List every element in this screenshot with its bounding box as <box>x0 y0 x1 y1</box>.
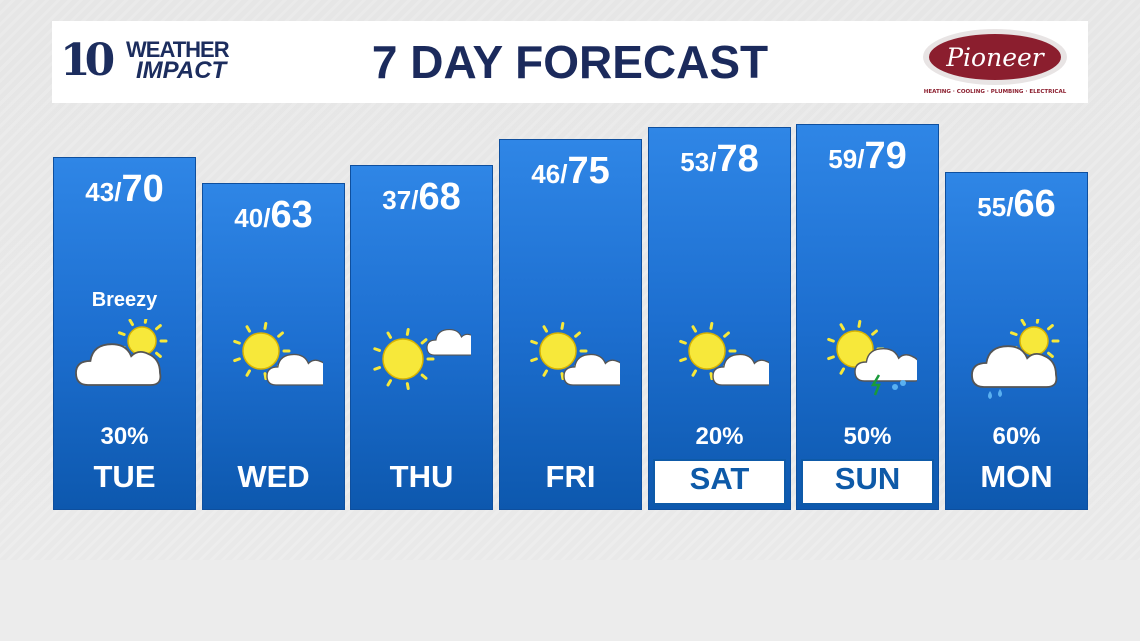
day-label: MON <box>980 459 1053 494</box>
thunderstorm-icon <box>827 319 917 396</box>
page-title: 7 DAY FORECAST <box>371 36 769 88</box>
mostly-sunny-icon <box>373 327 471 391</box>
temperature: 46/75 <box>531 150 610 192</box>
high-temp: 79 <box>864 135 907 177</box>
high-temp: 75 <box>567 150 610 192</box>
precip-chance: 20% <box>695 423 744 450</box>
day-label: SAT <box>653 459 786 505</box>
partly-sunny-icon <box>530 321 620 386</box>
partly-sunny-icon <box>233 321 323 386</box>
low-temp: 40 <box>234 203 264 233</box>
precip-chance: 50% <box>843 423 892 450</box>
high-temp: 68 <box>418 176 461 218</box>
logo-line2: IMPACT <box>136 57 227 84</box>
temperature: 43/70 <box>85 168 164 210</box>
high-temp: 78 <box>716 138 759 180</box>
high-temp: 66 <box>1013 183 1056 225</box>
forecast-day-sun: 59/79 50% SUN <box>796 124 939 510</box>
temperature: 53/78 <box>680 138 759 180</box>
low-temp: 53 <box>680 147 710 177</box>
sponsor-logo: Pioneer HEATING · COOLING · PLUMBING · E… <box>923 29 1067 95</box>
day-label: TUE <box>93 459 156 494</box>
logo-line1: WEATHER <box>126 37 230 62</box>
forecast-day-thu: 37/68 THU <box>350 165 493 510</box>
forecast-day-sat: 53/78 20% SAT <box>648 127 791 510</box>
rain-icon <box>971 319 1060 399</box>
low-temp: 55 <box>977 192 1007 222</box>
forecast-day-tue: 43/70 Breezy 30% TUE <box>53 157 196 510</box>
logo-number: 10 <box>60 35 115 86</box>
low-temp: 46 <box>531 159 561 189</box>
forecast-day-fri: 46/75 FRI <box>499 139 642 510</box>
high-temp: 63 <box>270 194 313 236</box>
day-label: SUN <box>801 459 934 505</box>
temperature: 37/68 <box>382 176 461 218</box>
temperature: 40/63 <box>234 194 313 236</box>
station-logo: 10 WEATHER IMPACT <box>60 35 270 91</box>
day-label: THU <box>389 459 454 494</box>
precip-chance: 30% <box>100 423 149 450</box>
forecast-day-mon: 55/66 60% MON <box>945 172 1088 510</box>
day-label: FRI <box>545 459 596 494</box>
header-bar: 10 WEATHER IMPACT 7 DAY FORECAST Pioneer… <box>52 21 1088 103</box>
partly-sunny-icon <box>679 321 769 386</box>
partly-cloudy-icon <box>75 319 168 386</box>
forecast-day-wed: 40/63 WED <box>202 183 345 510</box>
low-temp: 37 <box>382 185 412 215</box>
precip-chance: 60% <box>992 423 1041 450</box>
weather-note: Breezy <box>91 289 158 311</box>
low-temp: 43 <box>85 177 115 207</box>
low-temp: 59 <box>828 144 858 174</box>
day-label: WED <box>237 459 310 494</box>
high-temp: 70 <box>121 168 164 210</box>
svg-text:HEATING · COOLING · PLUMBING ·: HEATING · COOLING · PLUMBING · ELECTRICA… <box>924 89 1067 95</box>
temperature: 59/79 <box>828 135 907 177</box>
temperature: 55/66 <box>977 183 1056 225</box>
svg-text:Pioneer: Pioneer <box>945 43 1046 72</box>
